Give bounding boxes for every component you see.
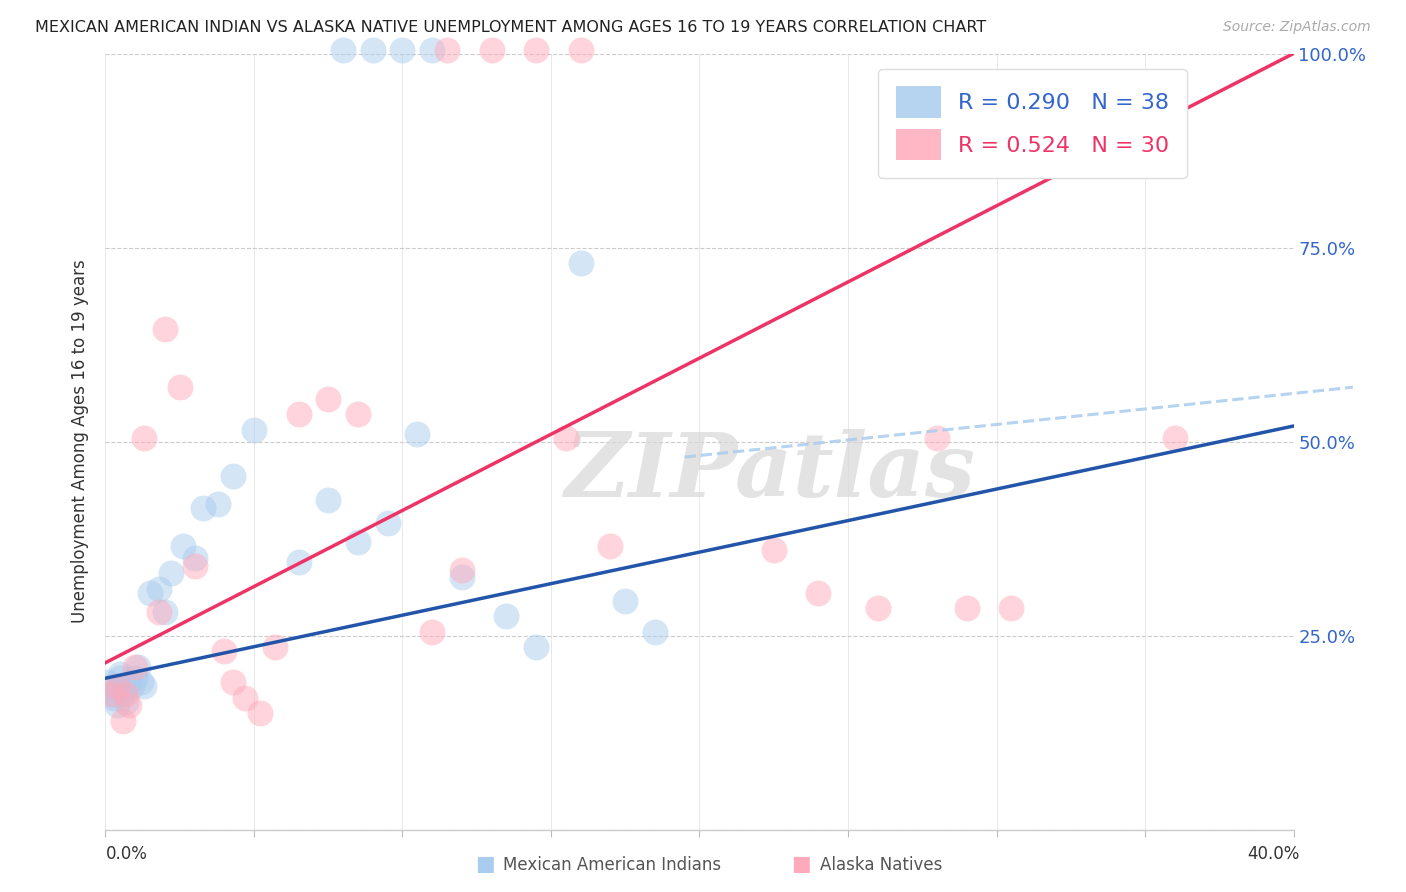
Point (159, 566, 181, 581)
Point (153, 605, 176, 619)
Point (100, 679, 122, 693)
Point (332, 43, 354, 57)
Point (450, 570, 472, 584)
Point (569, 256, 592, 270)
Point (866, 601, 889, 615)
Point (406, 426, 429, 441)
Point (127, 659, 149, 673)
Point (112, 679, 135, 693)
Point (148, 605, 170, 619)
Point (347, 535, 370, 549)
Point (420, 624, 443, 639)
Text: Alaska Natives: Alaska Natives (820, 856, 942, 874)
Point (148, 582, 170, 596)
Point (124, 671, 146, 685)
Point (97, 675, 120, 690)
Point (121, 679, 143, 693)
Point (569, 43, 592, 57)
Point (377, 516, 399, 530)
Point (316, 492, 339, 507)
Point (644, 624, 666, 639)
Point (172, 539, 194, 553)
Point (103, 690, 125, 705)
Point (124, 659, 146, 673)
Point (233, 690, 256, 705)
Point (450, 563, 472, 577)
Point (103, 687, 125, 701)
Text: 40.0%: 40.0% (1247, 845, 1299, 863)
Point (169, 380, 191, 394)
Point (105, 679, 128, 693)
Point (263, 640, 285, 655)
Point (614, 593, 637, 607)
Point (287, 408, 309, 422)
Point (118, 675, 141, 690)
Point (347, 408, 370, 422)
Point (436, 43, 458, 57)
Point (222, 675, 245, 690)
Point (105, 698, 128, 713)
Point (115, 687, 138, 701)
Text: MEXICAN AMERICAN INDIAN VS ALASKA NATIVE UNEMPLOYMENT AMONG AGES 16 TO 19 YEARS : MEXICAN AMERICAN INDIAN VS ALASKA NATIVE… (35, 20, 987, 35)
Point (287, 555, 309, 569)
Point (129, 675, 152, 690)
Text: ■: ■ (475, 855, 495, 874)
Text: Source: ZipAtlas.com: Source: ZipAtlas.com (1223, 20, 1371, 34)
Point (183, 558, 205, 573)
Point (391, 43, 413, 57)
Point (420, 43, 443, 57)
Point (807, 586, 830, 600)
Point (249, 706, 271, 721)
Point (243, 423, 266, 437)
Text: ZIPatlas: ZIPatlas (565, 429, 976, 516)
Point (139, 586, 162, 600)
Point (110, 671, 132, 685)
Point (524, 43, 547, 57)
Point (207, 497, 229, 511)
Point (554, 431, 576, 445)
Text: 0.0%: 0.0% (105, 845, 148, 863)
Point (100, 687, 122, 701)
Point (956, 601, 979, 615)
Point (361, 43, 384, 57)
Point (214, 644, 236, 658)
Point (1000, 601, 1022, 615)
Point (193, 500, 215, 515)
Point (222, 469, 245, 483)
Y-axis label: Unemployment Among Ages 16 to 19 years: Unemployment Among Ages 16 to 19 years (72, 260, 90, 624)
Point (112, 687, 135, 701)
Point (153, 322, 176, 336)
Point (599, 539, 621, 553)
Point (132, 679, 155, 693)
Legend: R = 0.290   N = 38, R = 0.524   N = 30: R = 0.290 N = 38, R = 0.524 N = 30 (879, 69, 1187, 178)
Point (481, 43, 503, 57)
Point (112, 714, 135, 728)
Point (1164, 431, 1187, 445)
Point (927, 431, 949, 445)
Point (524, 640, 547, 655)
Point (110, 667, 132, 681)
Point (118, 698, 141, 713)
Point (183, 551, 205, 566)
Point (115, 679, 138, 693)
Point (762, 543, 785, 558)
Point (495, 609, 517, 624)
Text: ■: ■ (792, 855, 811, 874)
Point (115, 694, 138, 708)
Point (316, 392, 339, 406)
Text: Mexican American Indians: Mexican American Indians (503, 856, 721, 874)
Point (132, 431, 155, 445)
